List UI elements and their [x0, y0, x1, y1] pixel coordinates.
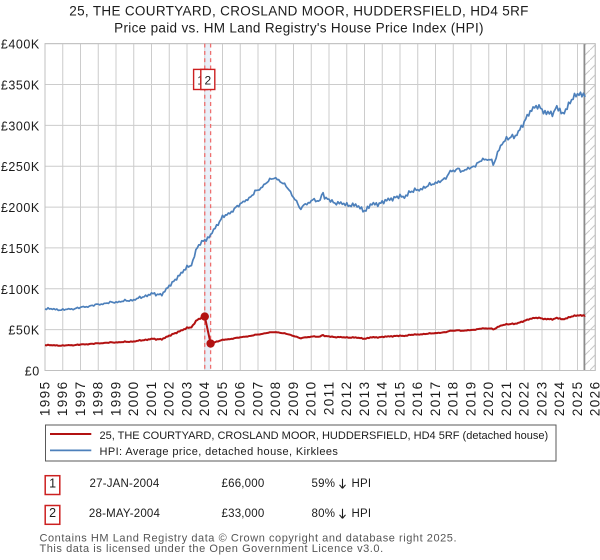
svg-text:2018: 2018	[446, 381, 461, 417]
svg-text:2: 2	[204, 74, 211, 88]
svg-text:£33,000: £33,000	[222, 508, 265, 520]
svg-text:2013: 2013	[357, 381, 372, 417]
svg-text:2004: 2004	[197, 381, 212, 417]
svg-text:80%: 80%	[312, 508, 336, 520]
svg-text:2008: 2008	[268, 381, 283, 417]
svg-text:2026: 2026	[588, 381, 600, 417]
svg-text:1999: 1999	[108, 381, 123, 417]
svg-text:25, THE COURTYARD, CROSLAND MO: 25, THE COURTYARD, CROSLAND MOOR, HUDDER…	[100, 430, 549, 442]
svg-text:HPI: HPI	[352, 478, 372, 490]
svg-text:£100K: £100K	[1, 283, 40, 297]
svg-text:£66,000: £66,000	[222, 478, 265, 490]
svg-text:1997: 1997	[73, 381, 88, 417]
svg-text:2019: 2019	[463, 381, 478, 417]
svg-text:2015: 2015	[392, 381, 407, 417]
svg-text:2021: 2021	[499, 381, 514, 417]
svg-text:Price paid vs. HM Land Registr: Price paid vs. HM Land Registry's House …	[114, 21, 484, 36]
svg-text:59%: 59%	[312, 478, 336, 490]
svg-text:HPI: HPI	[352, 508, 372, 520]
svg-text:Contains HM Land Registry data: Contains HM Land Registry data © Crown c…	[40, 533, 458, 545]
svg-text:£400K: £400K	[1, 38, 40, 52]
svg-text:1996: 1996	[55, 381, 70, 417]
svg-text:2022: 2022	[517, 381, 532, 417]
svg-text:2010: 2010	[304, 381, 319, 417]
svg-text:2005: 2005	[215, 381, 230, 417]
svg-text:2016: 2016	[410, 381, 425, 417]
svg-text:2024: 2024	[552, 381, 567, 417]
svg-text:2025: 2025	[570, 381, 585, 417]
svg-text:2006: 2006	[233, 381, 248, 417]
svg-text:27-JAN-2004: 27-JAN-2004	[90, 478, 160, 490]
svg-text:£250K: £250K	[1, 160, 40, 174]
svg-text:2014: 2014	[375, 381, 390, 417]
svg-text:2003: 2003	[179, 381, 194, 417]
svg-text:£200K: £200K	[1, 201, 40, 215]
svg-text:2000: 2000	[126, 381, 141, 417]
svg-text:1: 1	[49, 476, 56, 490]
svg-text:£300K: £300K	[1, 119, 40, 133]
svg-text:£350K: £350K	[1, 79, 40, 93]
svg-text:28-MAY-2004: 28-MAY-2004	[89, 508, 161, 520]
svg-text:1995: 1995	[37, 381, 52, 417]
svg-text:£150K: £150K	[1, 242, 40, 256]
svg-text:2020: 2020	[481, 381, 496, 417]
svg-text:2011: 2011	[321, 381, 336, 416]
svg-text:2002: 2002	[162, 381, 177, 417]
svg-text:This data is licensed under th: This data is licensed under the Open Gov…	[40, 543, 384, 555]
svg-text:2: 2	[49, 506, 56, 520]
svg-text:2001: 2001	[144, 381, 159, 417]
svg-text:25, THE COURTYARD, CROSLAND MO: 25, THE COURTYARD, CROSLAND MOOR, HUDDER…	[69, 4, 528, 19]
svg-text:2007: 2007	[250, 381, 265, 417]
svg-text:2023: 2023	[534, 381, 549, 417]
svg-text:1998: 1998	[91, 381, 106, 417]
svg-text:£0: £0	[25, 365, 40, 379]
svg-text:2017: 2017	[428, 381, 443, 417]
svg-text:2009: 2009	[286, 381, 301, 417]
svg-text:£50K: £50K	[8, 324, 40, 338]
svg-text:HPI: Average price, detached h: HPI: Average price, detached house, Kirk…	[100, 446, 339, 458]
svg-text:2012: 2012	[339, 381, 354, 417]
